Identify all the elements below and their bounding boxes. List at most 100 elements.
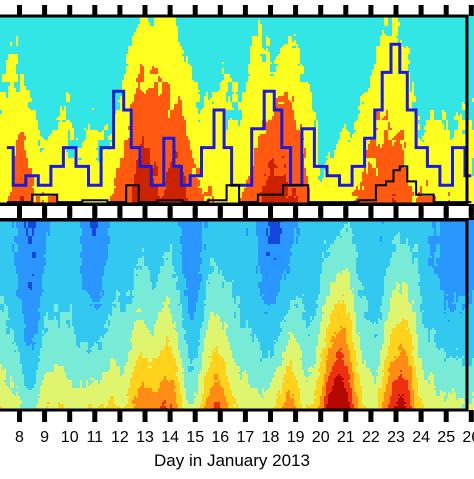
bottom-heat-cell — [190, 404, 193, 410]
top-heat-cell — [164, 186, 167, 191]
top-heat-cell — [302, 16, 305, 67]
bottom-heat-cell — [260, 396, 263, 410]
top-heat-cell — [10, 54, 13, 193]
top-heat-cell — [58, 122, 61, 204]
top-heat-cell — [326, 156, 329, 159]
bottom-heat-cell — [240, 220, 243, 329]
bottom-heat-cell — [26, 220, 29, 229]
bottom-heat-cell — [140, 386, 143, 410]
bottom-heat-cell — [126, 404, 129, 410]
top-heat-cell — [16, 74, 19, 83]
bottom-heat-cell — [380, 306, 383, 313]
bottom-heat-cell — [250, 328, 253, 335]
top-heat-cell — [400, 130, 403, 141]
x-tick-label: 13 — [136, 429, 154, 446]
bottom-heat-cell — [332, 220, 335, 245]
bottom-heat-cell — [90, 378, 93, 381]
bottom-heat-cell — [360, 282, 363, 291]
bottom-heat-cell — [204, 220, 207, 229]
bottom-heat-cell — [16, 228, 19, 237]
bottom-heat-cell — [458, 398, 461, 410]
bottom-heat-cell — [346, 344, 349, 367]
top-heat-cell — [444, 112, 447, 121]
top-heat-cell — [428, 16, 431, 121]
top-heat-cell — [102, 130, 105, 141]
top-heat-cell — [370, 164, 373, 204]
top-heat-cell — [82, 142, 85, 204]
top-heat-cell — [256, 36, 259, 149]
top-heat-cell — [356, 198, 359, 204]
x-tick-label: 19 — [287, 429, 305, 446]
top-heat-cell — [372, 140, 375, 159]
top-heat-cell — [342, 128, 345, 204]
bottom-heat-cell — [208, 396, 211, 410]
top-heat-cell — [144, 94, 147, 149]
top-heat-cell — [32, 176, 35, 187]
bottom-heat-cell — [416, 252, 419, 259]
top-heat-cell — [72, 158, 75, 204]
bottom-heat-cell — [124, 406, 127, 410]
bottom-heat-cell — [444, 310, 447, 313]
bottom-heat-cell — [374, 334, 377, 339]
bottom-heat-cell — [326, 358, 329, 361]
bottom-heat-cell — [210, 220, 213, 259]
bottom-heat-cell — [80, 220, 83, 229]
top-heat-cell — [128, 138, 131, 204]
top-heat-cell — [296, 196, 299, 204]
bottom-heat-cell — [152, 290, 155, 337]
bottom-heat-cell — [214, 380, 217, 383]
x-tick-label: 23 — [387, 429, 405, 446]
bottom-heat-cell — [332, 244, 335, 283]
bottom-heat-cell — [292, 334, 295, 373]
top-heat-cell — [368, 88, 371, 145]
bottom-heat-cell — [388, 220, 391, 267]
bottom-heat-cell — [66, 324, 69, 379]
bottom-heat-cell — [288, 334, 291, 341]
bottom-heat-cell — [390, 298, 393, 335]
bottom-heat-cell — [446, 294, 449, 297]
bottom-heat-cell — [358, 220, 361, 281]
top-heat-cell — [20, 132, 23, 197]
top-heat-cell — [198, 188, 201, 204]
top-heat-cell — [412, 82, 415, 103]
bottom-heat-cell — [56, 312, 59, 321]
x-tick-labels: 891011121314151617181920212223242526 — [15, 429, 474, 446]
bottom-heat-cell — [390, 334, 393, 363]
bottom-heat-cell — [48, 404, 51, 409]
bottom-heat-cell — [358, 332, 361, 335]
bottom-heat-cell — [440, 220, 443, 291]
bottom-heat-cell — [230, 350, 233, 391]
bottom-heat-cell — [428, 342, 431, 377]
top-heat-cell — [104, 148, 107, 204]
bottom-heat-cell — [468, 366, 471, 405]
top-heat-cell — [34, 110, 37, 203]
bottom-heat-cell — [184, 296, 187, 331]
top-heat-cell — [0, 92, 3, 111]
bottom-heat-cell — [162, 304, 165, 309]
bottom-heat-cell — [68, 380, 71, 410]
top-heat-cell — [292, 102, 295, 111]
bottom-heat-cell — [398, 394, 401, 397]
top-heat-cell — [110, 196, 113, 204]
top-heat-cell — [382, 144, 385, 204]
top-heat-cell — [376, 128, 379, 131]
bottom-heat-cell — [126, 394, 129, 397]
bottom-heat-cell — [356, 274, 359, 335]
bottom-heat-cell — [336, 376, 339, 410]
top-heat-cell — [394, 140, 397, 143]
bottom-heat-cell — [136, 360, 139, 399]
top-heat-cell — [74, 148, 77, 204]
bottom-heat-cell — [274, 260, 277, 305]
bottom-heat-cell — [90, 350, 93, 353]
top-heat-cell — [398, 22, 401, 27]
top-heat-cell — [370, 158, 373, 165]
bottom-heat-cell — [172, 278, 175, 325]
bottom-heat-cell — [134, 322, 137, 367]
bottom-heat-cell — [406, 330, 409, 357]
top-heat-cell — [368, 16, 371, 89]
x-tick-label: 15 — [186, 429, 204, 446]
bottom-heat-cell — [68, 328, 71, 381]
top-heat-cell — [468, 120, 471, 204]
bottom-heat-cell — [92, 382, 95, 410]
bottom-heat-cell — [392, 362, 395, 383]
